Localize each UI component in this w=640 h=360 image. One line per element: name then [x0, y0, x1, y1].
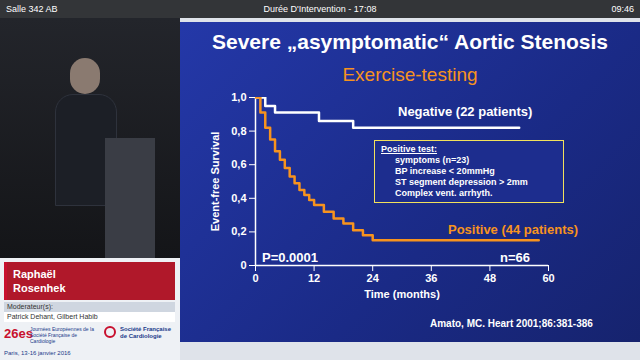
html-text:Société Française de Cardiolog: Société Française de Cardiologie: [120, 326, 171, 339]
html-text:Salle 342 AB: Salle 342 AB: [6, 4, 58, 14]
svg-text:0,8: 0,8: [231, 125, 246, 137]
html-text:Journées Européennes de la Soc: Journées Européennes de la Société Franç…: [30, 326, 94, 344]
svg-text:36: 36: [425, 272, 437, 284]
svg-text:Time (months): Time (months): [364, 288, 440, 300]
html-text:Amato, MC. Heart 2001;86:381-3: Amato, MC. Heart 2001;86:381-386: [430, 318, 593, 329]
svg-text:1,0: 1,0: [231, 91, 246, 103]
svg-text:48: 48: [484, 272, 496, 284]
html-text:Raphaël: Raphaël: [13, 268, 56, 280]
html-text:26es: 26es: [4, 326, 33, 341]
svg-text:0: 0: [240, 259, 246, 271]
svg-text:0: 0: [252, 272, 258, 284]
html-text:Patrick Dehant, Gilbert Habib: Patrick Dehant, Gilbert Habib: [7, 313, 98, 320]
svg-text:24: 24: [367, 272, 380, 284]
html-text:Complex vent. arrhyth.: Complex vent. arrhyth.: [395, 188, 493, 198]
html-text:Severe „asymptomatic“ Aortic S: Severe „asymptomatic“ Aortic Stenosis: [212, 30, 608, 53]
svg-text:0,2: 0,2: [231, 225, 246, 237]
html-text:Rosenhek: Rosenhek: [13, 282, 66, 294]
html-text:Positive test:: Positive test:: [381, 144, 437, 154]
html-text:Negative (22 patients): Negative (22 patients): [398, 104, 533, 119]
svg-text:Event-free Survival: Event-free Survival: [209, 132, 221, 232]
html-text:Moderateur(s):: Moderateur(s):: [7, 303, 53, 310]
svg-text:0,6: 0,6: [231, 158, 246, 170]
html-text:symptoms (n=23): symptoms (n=23): [395, 155, 470, 165]
html-text:Positive (44 patients): Positive (44 patients): [448, 222, 578, 237]
html-text:09:46: 09:46: [611, 4, 634, 14]
svg-text:60: 60: [542, 272, 554, 284]
html-text:n=66: n=66: [500, 250, 530, 265]
svg-text:0,4: 0,4: [231, 192, 247, 204]
html-text:Exercise-testing: Exercise-testing: [342, 64, 478, 85]
html-text:BP increase < 20mmHg: BP increase < 20mmHg: [395, 166, 495, 176]
html-text:ST segment depression > 2mm: ST segment depression > 2mm: [395, 177, 528, 187]
html-text:Paris, 13-16 janvier 2016: Paris, 13-16 janvier 2016: [4, 350, 71, 356]
html-text:P=0.0001: P=0.0001: [262, 250, 318, 265]
html-text:Durée D'Intervention - 17:08: Durée D'Intervention - 17:08: [263, 4, 377, 14]
svg-text:12: 12: [308, 272, 320, 284]
